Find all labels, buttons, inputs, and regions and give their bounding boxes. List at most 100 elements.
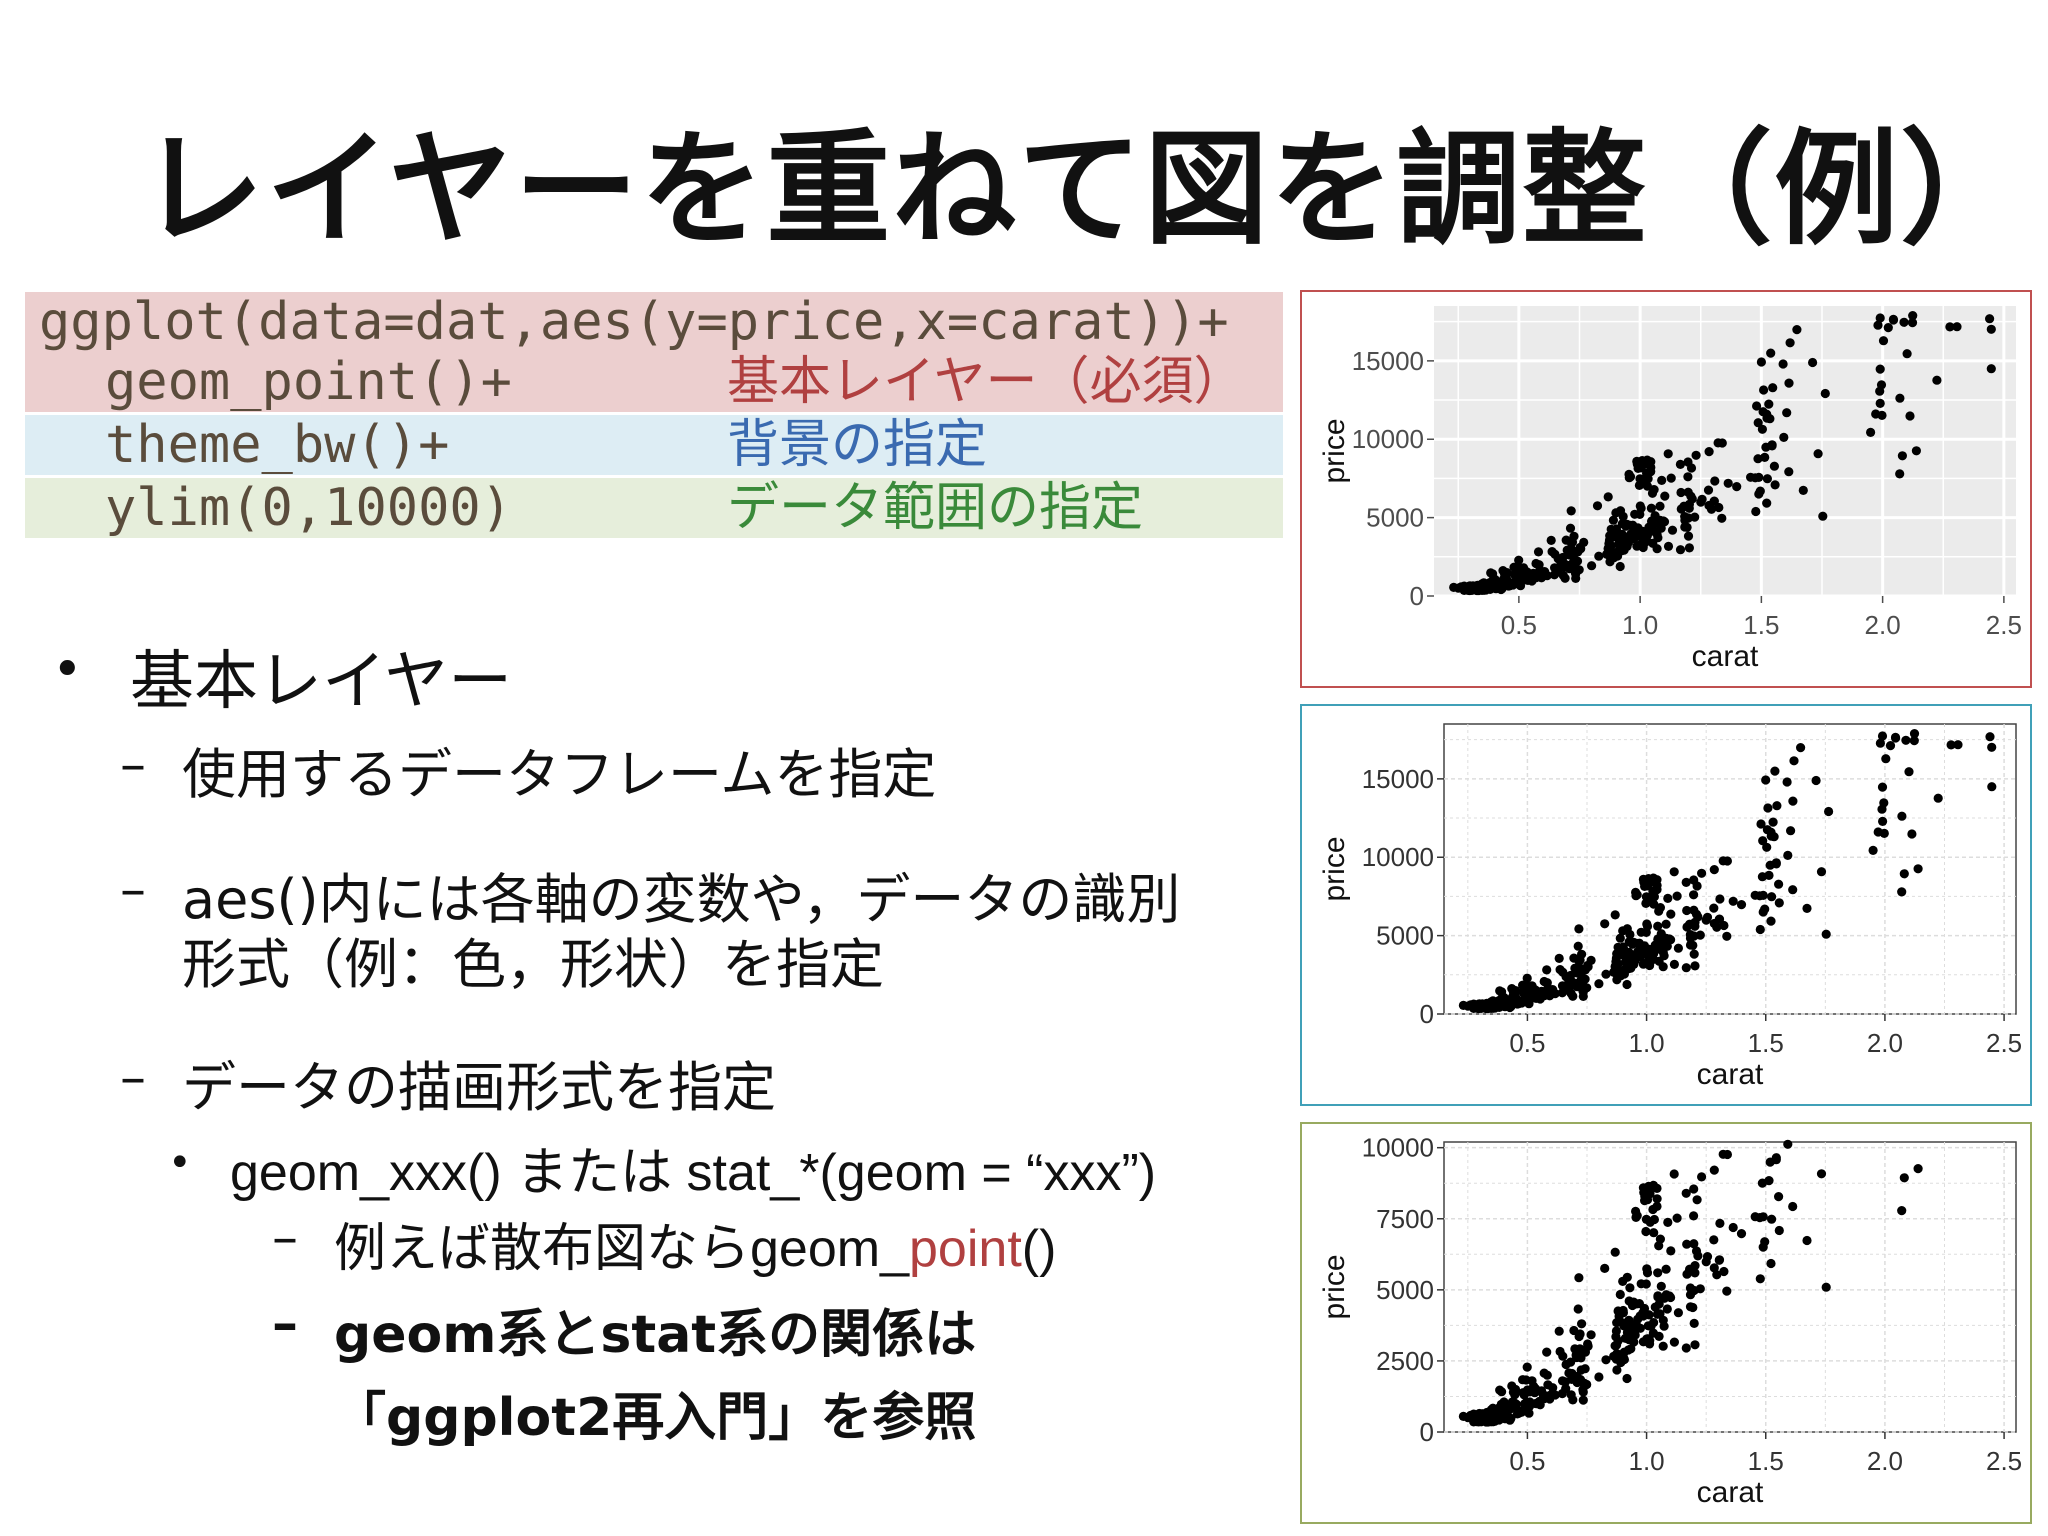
data-point (1907, 829, 1917, 839)
data-point (1785, 338, 1795, 348)
data-point (1788, 796, 1798, 806)
comment-background: 背景の指定 (727, 415, 988, 475)
plot-panel-background (1443, 1141, 2017, 1433)
data-point (1546, 989, 1556, 999)
data-point (1669, 1169, 1679, 1179)
data-point (1632, 1211, 1642, 1221)
data-point (1479, 585, 1489, 595)
data-point (1762, 474, 1772, 484)
data-point (1907, 318, 1918, 328)
data-point (1594, 979, 1604, 989)
data-point (1497, 583, 1507, 594)
x-tick-label: 2.0 (1867, 1446, 1903, 1476)
data-point (1891, 733, 1901, 743)
data-point (1602, 549, 1612, 559)
data-point (1554, 953, 1564, 963)
data-point (1719, 920, 1729, 931)
x-tick-label: 1.5 (1743, 610, 1779, 640)
data-point (1764, 870, 1774, 880)
bullet-dash: – (272, 1208, 298, 1268)
data-point (1714, 502, 1724, 513)
data-point (1682, 1239, 1692, 1249)
bullet-dash: – (120, 1048, 146, 1108)
data-point (1511, 986, 1521, 996)
data-point (1652, 1194, 1662, 1204)
data-point (1953, 740, 1963, 750)
data-point (1662, 1304, 1672, 1314)
data-point (1697, 1172, 1707, 1182)
data-point (1669, 1337, 1679, 1347)
data-point (1630, 509, 1640, 519)
data-point (1712, 1270, 1722, 1280)
data-point (1610, 910, 1620, 920)
data-point (1985, 314, 1995, 324)
data-point (1469, 1415, 1479, 1426)
data-point (1878, 336, 1889, 346)
data-point (1909, 736, 1919, 746)
data-point (1715, 894, 1725, 904)
code-row-theme: theme_bw()+ 背景の指定 (25, 415, 1283, 475)
data-point (1644, 1310, 1654, 1320)
data-point (1522, 575, 1532, 585)
data-point (1669, 867, 1679, 877)
y-axis-label: price (1318, 1254, 1351, 1319)
data-point (1497, 1387, 1507, 1397)
data-point (1610, 1341, 1620, 1351)
data-point (1877, 782, 1888, 792)
x-tick-label: 1.0 (1622, 610, 1658, 640)
data-point (1897, 1206, 1907, 1216)
data-point (1680, 515, 1690, 525)
data-point (1566, 562, 1576, 572)
y-tick-label: 5000 (1376, 1275, 1434, 1305)
bullet-dash: – (120, 735, 146, 795)
data-point (1663, 893, 1673, 903)
data-point (1514, 555, 1524, 565)
data-point (1600, 919, 1610, 929)
data-point (1789, 756, 1799, 766)
data-point (1660, 491, 1670, 501)
data-point (1681, 963, 1691, 973)
x-tick-label: 1.5 (1748, 1028, 1784, 1058)
data-point (1636, 1279, 1646, 1289)
data-point (1709, 865, 1719, 875)
data-point (1615, 561, 1625, 572)
data-point (1561, 1359, 1571, 1370)
data-point (1571, 573, 1581, 583)
data-point (1578, 1395, 1588, 1405)
plot-panel-default: 0.5 1.0 1.5 2.0 2.5 0 5000 10000 15000 carat price (1300, 290, 2032, 688)
data-point (1895, 393, 1905, 403)
data-point (1821, 929, 1831, 939)
x-tick-label: 2.5 (1986, 610, 2022, 640)
data-point (1655, 944, 1665, 954)
data-point (1672, 891, 1682, 901)
data-point (1531, 993, 1541, 1003)
data-point (1769, 461, 1779, 471)
bullet-dash: – (120, 860, 146, 920)
data-point (1770, 480, 1780, 490)
data-point (1539, 1368, 1549, 1378)
data-point (1615, 933, 1625, 943)
data-point (1556, 558, 1566, 569)
data-point (1908, 311, 1918, 321)
data-point (1885, 741, 1896, 751)
bullet-aes-line1: aes()内には各軸の変数や，データの識別 (182, 868, 1181, 931)
data-point (1557, 1376, 1568, 1386)
data-point (1649, 1228, 1659, 1238)
data-point (1897, 811, 1907, 821)
code-line-ylim: ylim(0,10000) (105, 478, 512, 538)
data-point (1654, 906, 1664, 916)
data-point (1612, 1365, 1622, 1375)
data-point (1506, 1413, 1516, 1423)
data-point (1673, 943, 1683, 953)
data-point (1634, 938, 1644, 948)
y-tick-label: 15000 (1352, 346, 1424, 376)
data-point (1618, 511, 1628, 522)
data-point (1669, 959, 1679, 969)
data-point (1532, 987, 1542, 997)
data-point (1654, 1241, 1664, 1251)
data-point (1592, 501, 1603, 511)
y-tick-label: 2500 (1376, 1346, 1434, 1376)
data-point (1689, 1239, 1699, 1249)
data-point (1798, 485, 1808, 495)
code-parens: () (1021, 1220, 1057, 1278)
